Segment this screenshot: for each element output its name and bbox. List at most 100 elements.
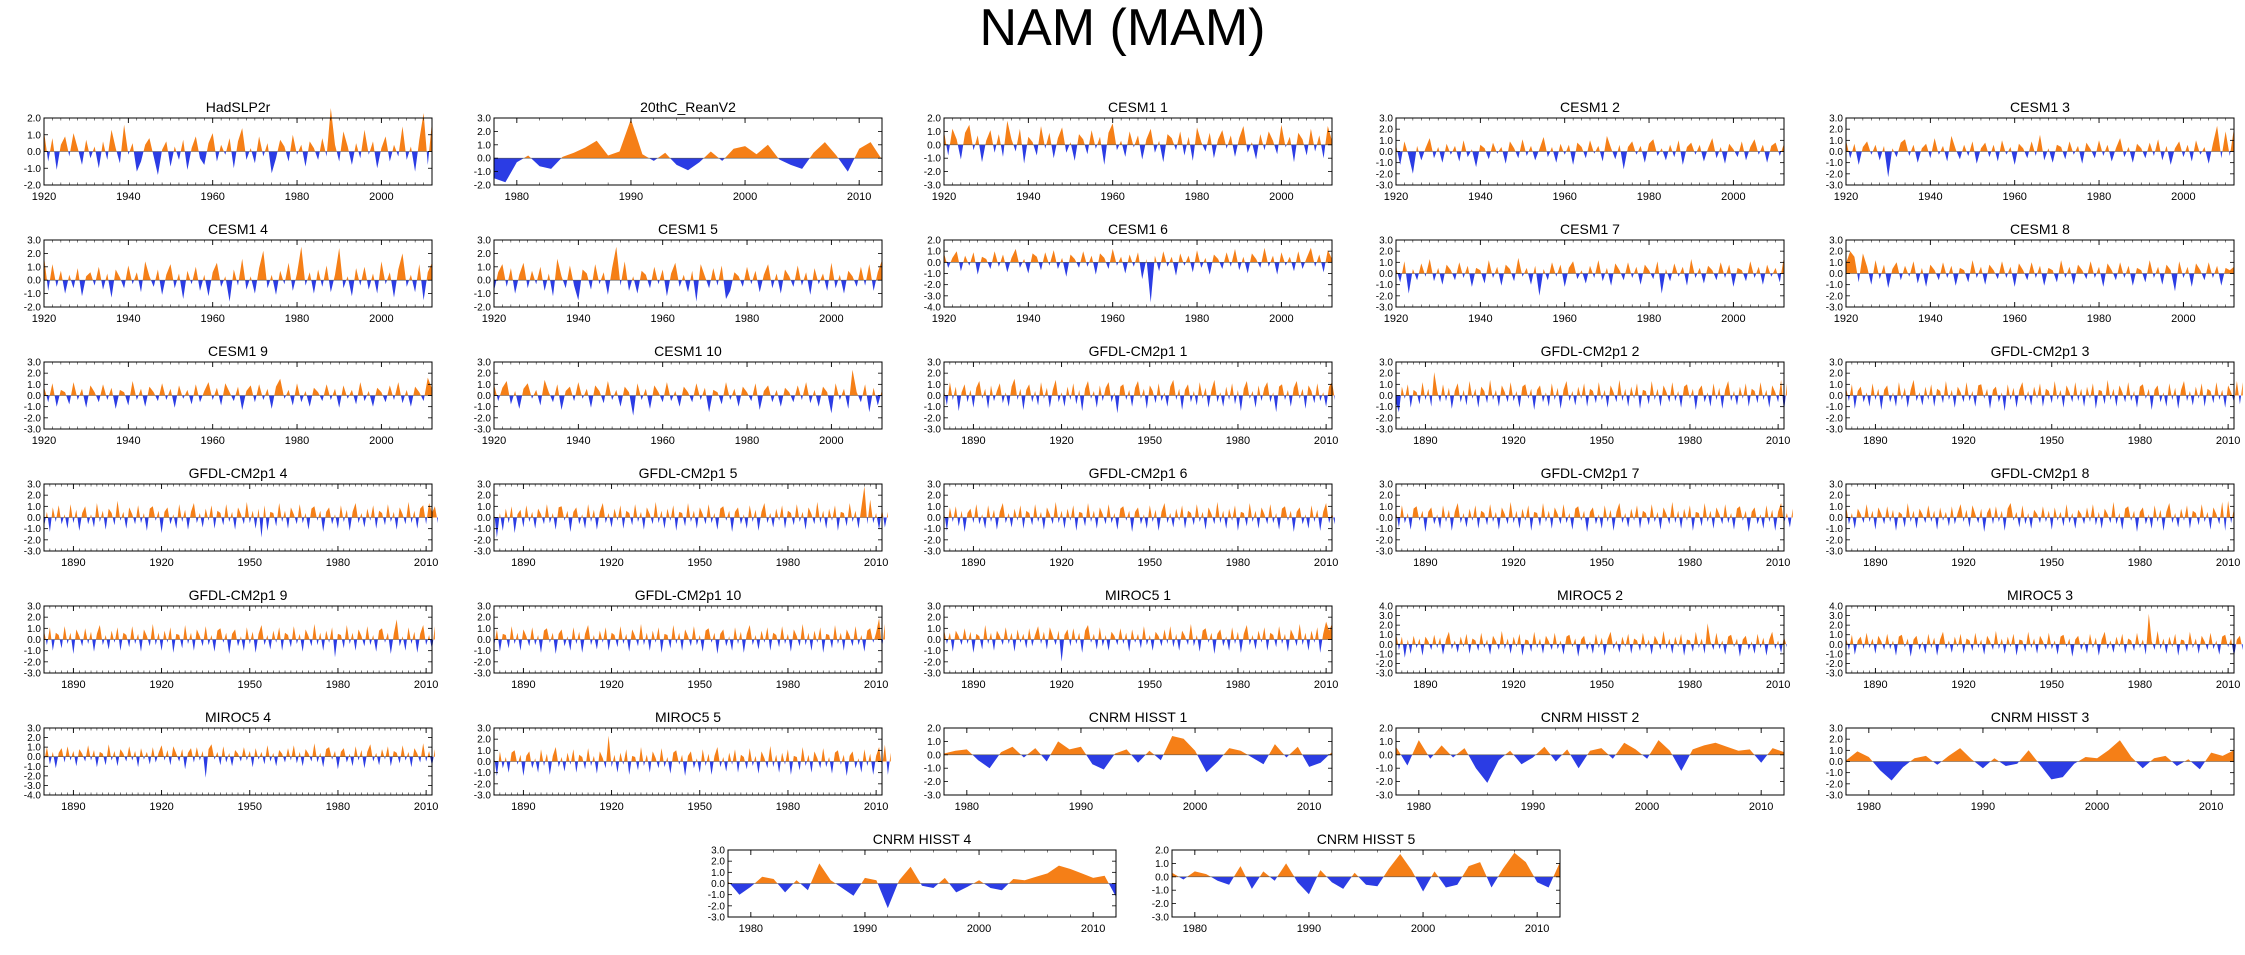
positive-area [1846,251,2234,274]
x-tick-label: 1920 [149,557,173,569]
panel-31: CNRM HISST 4 3.02.01.00.0-1.0-2.0-3.0 1980… [708,831,1117,935]
y-tick-label: 0.0 [1829,640,1843,651]
negative-area [944,754,1332,773]
y-tick-label: -3.0 [1376,303,1394,314]
x-tick-label: 2010 [2216,557,2240,569]
x-tick-label: 1890 [961,435,985,447]
plot-frame [1171,849,1561,918]
panel-title: GFDL-CM2p1 6 [1089,465,1188,481]
y-tick-label: -1.0 [1376,402,1394,413]
negative-area [1846,761,2234,781]
x-tick-label: 2000 [369,435,393,447]
y-tick-label: 1.0 [927,624,941,635]
x-tick-label: 1920 [932,191,956,203]
x-tick-label: 1980 [739,923,763,935]
y-tick-label: -1.0 [474,289,492,300]
y-tick-label: 1.0 [477,502,491,513]
y-tick-label: -2.0 [474,413,492,424]
positive-area [944,378,1335,396]
y-tick-label: -1.0 [1152,886,1170,897]
x-tick-label: 1980 [2128,435,2152,447]
y-tick-label: 2.0 [27,491,41,502]
y-tick-label: -2.0 [474,535,492,546]
x-tick-label: 1980 [955,801,979,813]
x-tick-label: 1920 [599,801,623,813]
y-tick-label: 3.0 [1829,480,1843,491]
positive-area [1396,501,1793,518]
y-tick-label: 3.0 [27,602,41,613]
x-tick-label: 1950 [2040,557,2064,569]
y-tick-label: 0.0 [27,147,41,158]
x-tick-label: 1890 [1413,435,1437,447]
y-tick-label: 2.0 [927,114,941,125]
y-tick-label: 0.0 [1379,269,1393,280]
x-tick-label: 1980 [776,801,800,813]
y-tick-label: -1.0 [1826,402,1844,413]
y-tick-label: -2.0 [1826,291,1844,302]
x-tick-label: 2000 [1721,191,1745,203]
negative-area [1396,754,1784,783]
y-tick-label: 1.0 [1829,380,1843,391]
y-tick-label: 2.0 [927,613,941,624]
x-tick-label: 1960 [1552,313,1576,325]
x-tick-label: 1940 [1468,191,1492,203]
x-tick-label: 1890 [511,801,535,813]
x-tick-label: 2000 [2171,313,2195,325]
y-tick-label: -2.0 [1376,659,1394,670]
x-tick-label: 1980 [776,557,800,569]
y-tick-label: 1.0 [27,624,41,635]
x-tick-label: 2010 [2216,679,2240,691]
x-tick-label: 1980 [1678,557,1702,569]
negative-area [44,639,435,658]
y-tick-label: 0.0 [1829,513,1843,524]
y-tick-label: -3.0 [1376,669,1394,680]
y-tick-label: 2.0 [1379,125,1393,136]
y-tick-label: 1.0 [1829,746,1843,757]
x-tick-label: 1920 [32,435,56,447]
negative-area [44,151,432,175]
y-tick-label: -1.0 [474,167,492,178]
panel-13: GFDL-CM2p1 1 3.02.01.00.0-1.0-2.0-3.0 1890… [924,343,1339,447]
x-tick-label: 1940 [1468,313,1492,325]
x-tick-label: 1980 [2087,191,2111,203]
positive-area [1396,256,1784,274]
y-tick-label: 1.0 [1379,136,1393,147]
x-tick-label: 1890 [1413,679,1437,691]
x-tick-label: 1980 [735,435,759,447]
x-tick-label: 1920 [149,679,173,691]
y-tick-label: 2.0 [927,369,941,380]
x-tick-label: 1950 [1138,679,1162,691]
negative-area [944,517,1335,532]
x-tick-label: 1990 [1069,801,1093,813]
y-tick-label: 2.0 [927,236,941,247]
x-tick-label: 2010 [1766,435,1790,447]
negative-area [1846,395,2243,412]
x-tick-label: 2000 [733,191,757,203]
y-tick-label: 0.0 [27,276,41,287]
x-tick-label: 1950 [1138,435,1162,447]
x-tick-label: 1980 [735,313,759,325]
y-tick-label: 0.0 [1379,750,1393,761]
y-tick-label: -1.0 [24,402,42,413]
x-tick-label: 1990 [1297,923,1321,935]
x-tick-label: 1980 [326,679,350,691]
y-tick-label: -1.0 [474,646,492,657]
x-tick-label: 1890 [1863,679,1887,691]
y-tick-label: 0.0 [1379,147,1393,158]
y-tick-label: -2.0 [24,303,42,314]
positive-area [944,120,1332,145]
panel-title: GFDL-CM2p1 4 [189,465,288,481]
panel-27: MIROC5 5 3.02.01.00.0-1.0-2.0-3.0 1890 1920… [474,709,891,813]
x-tick-label: 1980 [1185,191,1209,203]
y-tick-label: 3.0 [1379,611,1393,622]
y-tick-label: 3.0 [1379,236,1393,247]
panel-title: GFDL-CM2p1 9 [189,587,288,603]
x-tick-label: 2010 [1297,801,1321,813]
panel-title: MIROC5 5 [655,709,721,725]
y-tick-label: -2.0 [474,657,492,668]
panel-14: GFDL-CM2p1 2 3.02.01.00.0-1.0-2.0-3.0 1890… [1376,343,1791,447]
